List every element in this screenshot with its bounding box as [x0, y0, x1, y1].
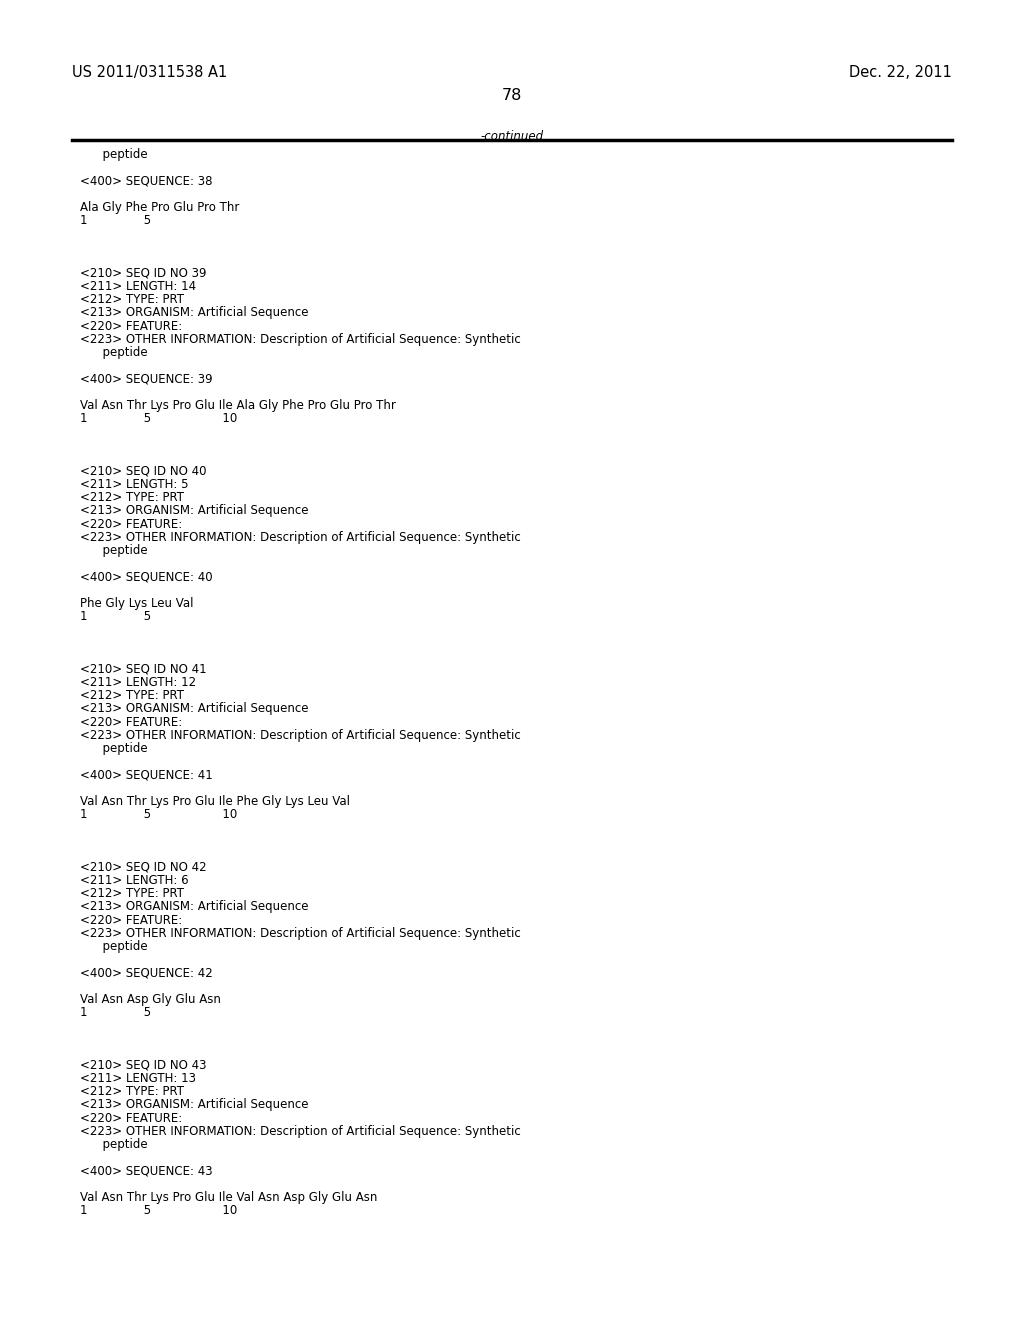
- Text: <213> ORGANISM: Artificial Sequence: <213> ORGANISM: Artificial Sequence: [80, 702, 308, 715]
- Text: <213> ORGANISM: Artificial Sequence: <213> ORGANISM: Artificial Sequence: [80, 1098, 308, 1111]
- Text: Val Asn Thr Lys Pro Glu Ile Ala Gly Phe Pro Glu Pro Thr: Val Asn Thr Lys Pro Glu Ile Ala Gly Phe …: [80, 399, 396, 412]
- Text: <223> OTHER INFORMATION: Description of Artificial Sequence: Synthetic: <223> OTHER INFORMATION: Description of …: [80, 1125, 521, 1138]
- Text: Val Asn Asp Gly Glu Asn: Val Asn Asp Gly Glu Asn: [80, 993, 221, 1006]
- Text: <211> LENGTH: 12: <211> LENGTH: 12: [80, 676, 197, 689]
- Text: <223> OTHER INFORMATION: Description of Artificial Sequence: Synthetic: <223> OTHER INFORMATION: Description of …: [80, 927, 521, 940]
- Text: Val Asn Thr Lys Pro Glu Ile Val Asn Asp Gly Glu Asn: Val Asn Thr Lys Pro Glu Ile Val Asn Asp …: [80, 1191, 378, 1204]
- Text: 1               5: 1 5: [80, 1006, 152, 1019]
- Text: 1               5                   10: 1 5 10: [80, 1204, 238, 1217]
- Text: <223> OTHER INFORMATION: Description of Artificial Sequence: Synthetic: <223> OTHER INFORMATION: Description of …: [80, 729, 521, 742]
- Text: 1               5: 1 5: [80, 610, 152, 623]
- Text: <400> SEQUENCE: 39: <400> SEQUENCE: 39: [80, 372, 213, 385]
- Text: <211> LENGTH: 6: <211> LENGTH: 6: [80, 874, 188, 887]
- Text: <400> SEQUENCE: 40: <400> SEQUENCE: 40: [80, 570, 213, 583]
- Text: <211> LENGTH: 14: <211> LENGTH: 14: [80, 280, 197, 293]
- Text: <210> SEQ ID NO 41: <210> SEQ ID NO 41: [80, 663, 207, 676]
- Text: peptide: peptide: [80, 148, 147, 161]
- Text: Ala Gly Phe Pro Glu Pro Thr: Ala Gly Phe Pro Glu Pro Thr: [80, 201, 240, 214]
- Text: 1               5: 1 5: [80, 214, 152, 227]
- Text: <220> FEATURE:: <220> FEATURE:: [80, 715, 182, 729]
- Text: 78: 78: [502, 88, 522, 103]
- Text: <212> TYPE: PRT: <212> TYPE: PRT: [80, 491, 184, 504]
- Text: <220> FEATURE:: <220> FEATURE:: [80, 517, 182, 531]
- Text: 1               5                   10: 1 5 10: [80, 808, 238, 821]
- Text: <211> LENGTH: 5: <211> LENGTH: 5: [80, 478, 188, 491]
- Text: <220> FEATURE:: <220> FEATURE:: [80, 319, 182, 333]
- Text: <213> ORGANISM: Artificial Sequence: <213> ORGANISM: Artificial Sequence: [80, 900, 308, 913]
- Text: <210> SEQ ID NO 39: <210> SEQ ID NO 39: [80, 267, 207, 280]
- Text: <213> ORGANISM: Artificial Sequence: <213> ORGANISM: Artificial Sequence: [80, 504, 308, 517]
- Text: <223> OTHER INFORMATION: Description of Artificial Sequence: Synthetic: <223> OTHER INFORMATION: Description of …: [80, 333, 521, 346]
- Text: Dec. 22, 2011: Dec. 22, 2011: [849, 65, 952, 81]
- Text: <220> FEATURE:: <220> FEATURE:: [80, 913, 182, 927]
- Text: <400> SEQUENCE: 38: <400> SEQUENCE: 38: [80, 174, 213, 187]
- Text: peptide: peptide: [80, 940, 147, 953]
- Text: US 2011/0311538 A1: US 2011/0311538 A1: [72, 65, 227, 81]
- Text: 1               5                   10: 1 5 10: [80, 412, 238, 425]
- Text: Phe Gly Lys Leu Val: Phe Gly Lys Leu Val: [80, 597, 194, 610]
- Text: peptide: peptide: [80, 544, 147, 557]
- Text: peptide: peptide: [80, 742, 147, 755]
- Text: <212> TYPE: PRT: <212> TYPE: PRT: [80, 689, 184, 702]
- Text: <211> LENGTH: 13: <211> LENGTH: 13: [80, 1072, 196, 1085]
- Text: Val Asn Thr Lys Pro Glu Ile Phe Gly Lys Leu Val: Val Asn Thr Lys Pro Glu Ile Phe Gly Lys …: [80, 795, 350, 808]
- Text: peptide: peptide: [80, 346, 147, 359]
- Text: peptide: peptide: [80, 1138, 147, 1151]
- Text: <210> SEQ ID NO 43: <210> SEQ ID NO 43: [80, 1059, 207, 1072]
- Text: <400> SEQUENCE: 42: <400> SEQUENCE: 42: [80, 966, 213, 979]
- Text: <212> TYPE: PRT: <212> TYPE: PRT: [80, 1085, 184, 1098]
- Text: <223> OTHER INFORMATION: Description of Artificial Sequence: Synthetic: <223> OTHER INFORMATION: Description of …: [80, 531, 521, 544]
- Text: <400> SEQUENCE: 41: <400> SEQUENCE: 41: [80, 768, 213, 781]
- Text: <212> TYPE: PRT: <212> TYPE: PRT: [80, 293, 184, 306]
- Text: <210> SEQ ID NO 42: <210> SEQ ID NO 42: [80, 861, 207, 874]
- Text: <400> SEQUENCE: 43: <400> SEQUENCE: 43: [80, 1164, 213, 1177]
- Text: <210> SEQ ID NO 40: <210> SEQ ID NO 40: [80, 465, 207, 478]
- Text: -continued: -continued: [480, 129, 544, 143]
- Text: <220> FEATURE:: <220> FEATURE:: [80, 1111, 182, 1125]
- Text: <212> TYPE: PRT: <212> TYPE: PRT: [80, 887, 184, 900]
- Text: <213> ORGANISM: Artificial Sequence: <213> ORGANISM: Artificial Sequence: [80, 306, 308, 319]
